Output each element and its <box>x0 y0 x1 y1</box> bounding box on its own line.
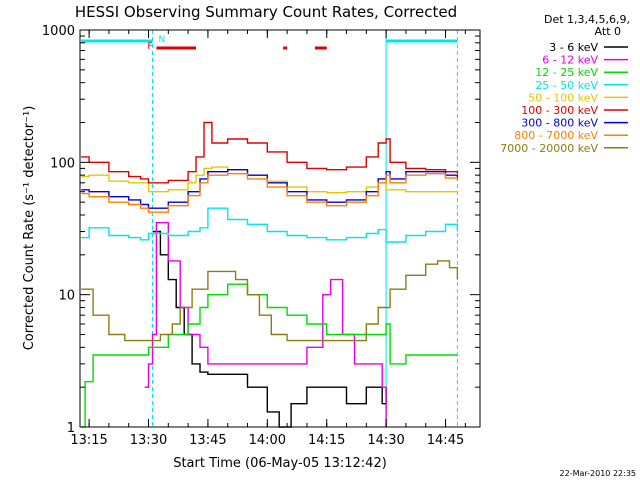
legend-label-4: 50 - 100 keV <box>528 91 598 104</box>
flag-label-F: F <box>147 42 152 52</box>
legend-label-5: 100 - 300 keV <box>521 104 598 117</box>
x-tick-label-5: 14:30 <box>367 433 404 448</box>
legend-label-7: 800 - 7000 keV <box>514 129 598 142</box>
x-tick-label-0: 13:15 <box>70 433 107 448</box>
x-tick-label-4: 14:15 <box>308 433 345 448</box>
chart-title: HESSI Observing Summary Count Rates, Cor… <box>75 3 457 21</box>
series-line-8 <box>81 260 459 342</box>
legend-header-1: Det 1,3,4,5,6,9, <box>544 13 630 26</box>
flag-label-N: N <box>159 35 166 45</box>
series-line-1 <box>144 222 387 427</box>
series-line-7 <box>81 173 459 213</box>
series-line-6 <box>81 169 459 209</box>
timestamp: 22-Mar-2010 22:35 <box>560 469 637 478</box>
y-tick-label-0: 1 <box>67 421 75 436</box>
legend-label-2: 12 - 25 keV <box>535 66 598 79</box>
legend-label-0: 3 - 6 keV <box>549 41 598 54</box>
flag-bar-N-1 <box>386 39 458 43</box>
series-line-2 <box>81 283 458 428</box>
series-line-3 <box>81 207 459 243</box>
legend-header-2: Att 0 <box>595 25 621 38</box>
y-axis-label: Corrected Count Rate (s⁻¹ detector⁻¹) <box>22 106 37 351</box>
x-tick-label-1: 13:30 <box>130 433 167 448</box>
legend-label-3: 25 - 50 keV <box>535 79 598 92</box>
legend-label-8: 7000 - 20000 keV <box>500 142 598 155</box>
legend-label-6: 300 - 800 keV <box>521 117 598 130</box>
y-tick-label-3: 1000 <box>42 24 75 39</box>
x-tick-label-6: 14:45 <box>427 433 464 448</box>
flag-bar-N-0 <box>81 39 153 43</box>
y-tick-label-2: 100 <box>50 156 75 171</box>
x-axis-label: Start Time (06-May-05 13:12:42) <box>173 456 387 471</box>
x-tick-label-2: 13:45 <box>189 433 226 448</box>
series-line-0 <box>152 230 387 428</box>
legend-label-1: 6 - 12 keV <box>542 54 598 67</box>
flag-bar-F-1 <box>283 46 288 50</box>
flag-bar-F-0 <box>156 46 196 50</box>
x-tick-label-3: 14:00 <box>249 433 286 448</box>
series-line-4 <box>81 166 458 194</box>
plot-frame <box>79 29 481 428</box>
flag-bar-F-2 <box>314 46 327 50</box>
y-tick-label-1: 10 <box>58 289 75 304</box>
series-line-5 <box>81 121 459 184</box>
